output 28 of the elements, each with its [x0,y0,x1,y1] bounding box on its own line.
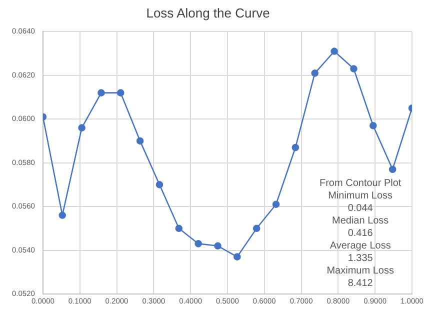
point [78,124,86,132]
point [369,122,377,130]
annotation: 8.412 [348,278,374,289]
point [292,144,300,152]
point [214,242,222,250]
point [252,224,260,232]
point [234,253,241,260]
point [311,69,319,77]
point [116,89,124,96]
annotation: 0.044 [348,202,374,214]
point [350,65,358,72]
annotation: Maximum Loss [326,265,394,276]
point [58,212,66,219]
point [136,137,144,145]
point [388,166,396,174]
point [175,224,183,232]
point [330,48,338,55]
annotation: From Contour Plot [319,178,402,189]
chart-title: Loss Along the Curve [146,5,270,20]
annotation: Average Loss [330,240,391,252]
point [194,240,202,248]
annotation: 0.416 [348,228,374,239]
annotation: Minimum Loss [328,190,393,202]
point [98,89,105,96]
point [272,200,280,208]
point [156,181,164,188]
annotation: 1.335 [348,252,374,264]
annotation: Median Loss [332,215,389,226]
